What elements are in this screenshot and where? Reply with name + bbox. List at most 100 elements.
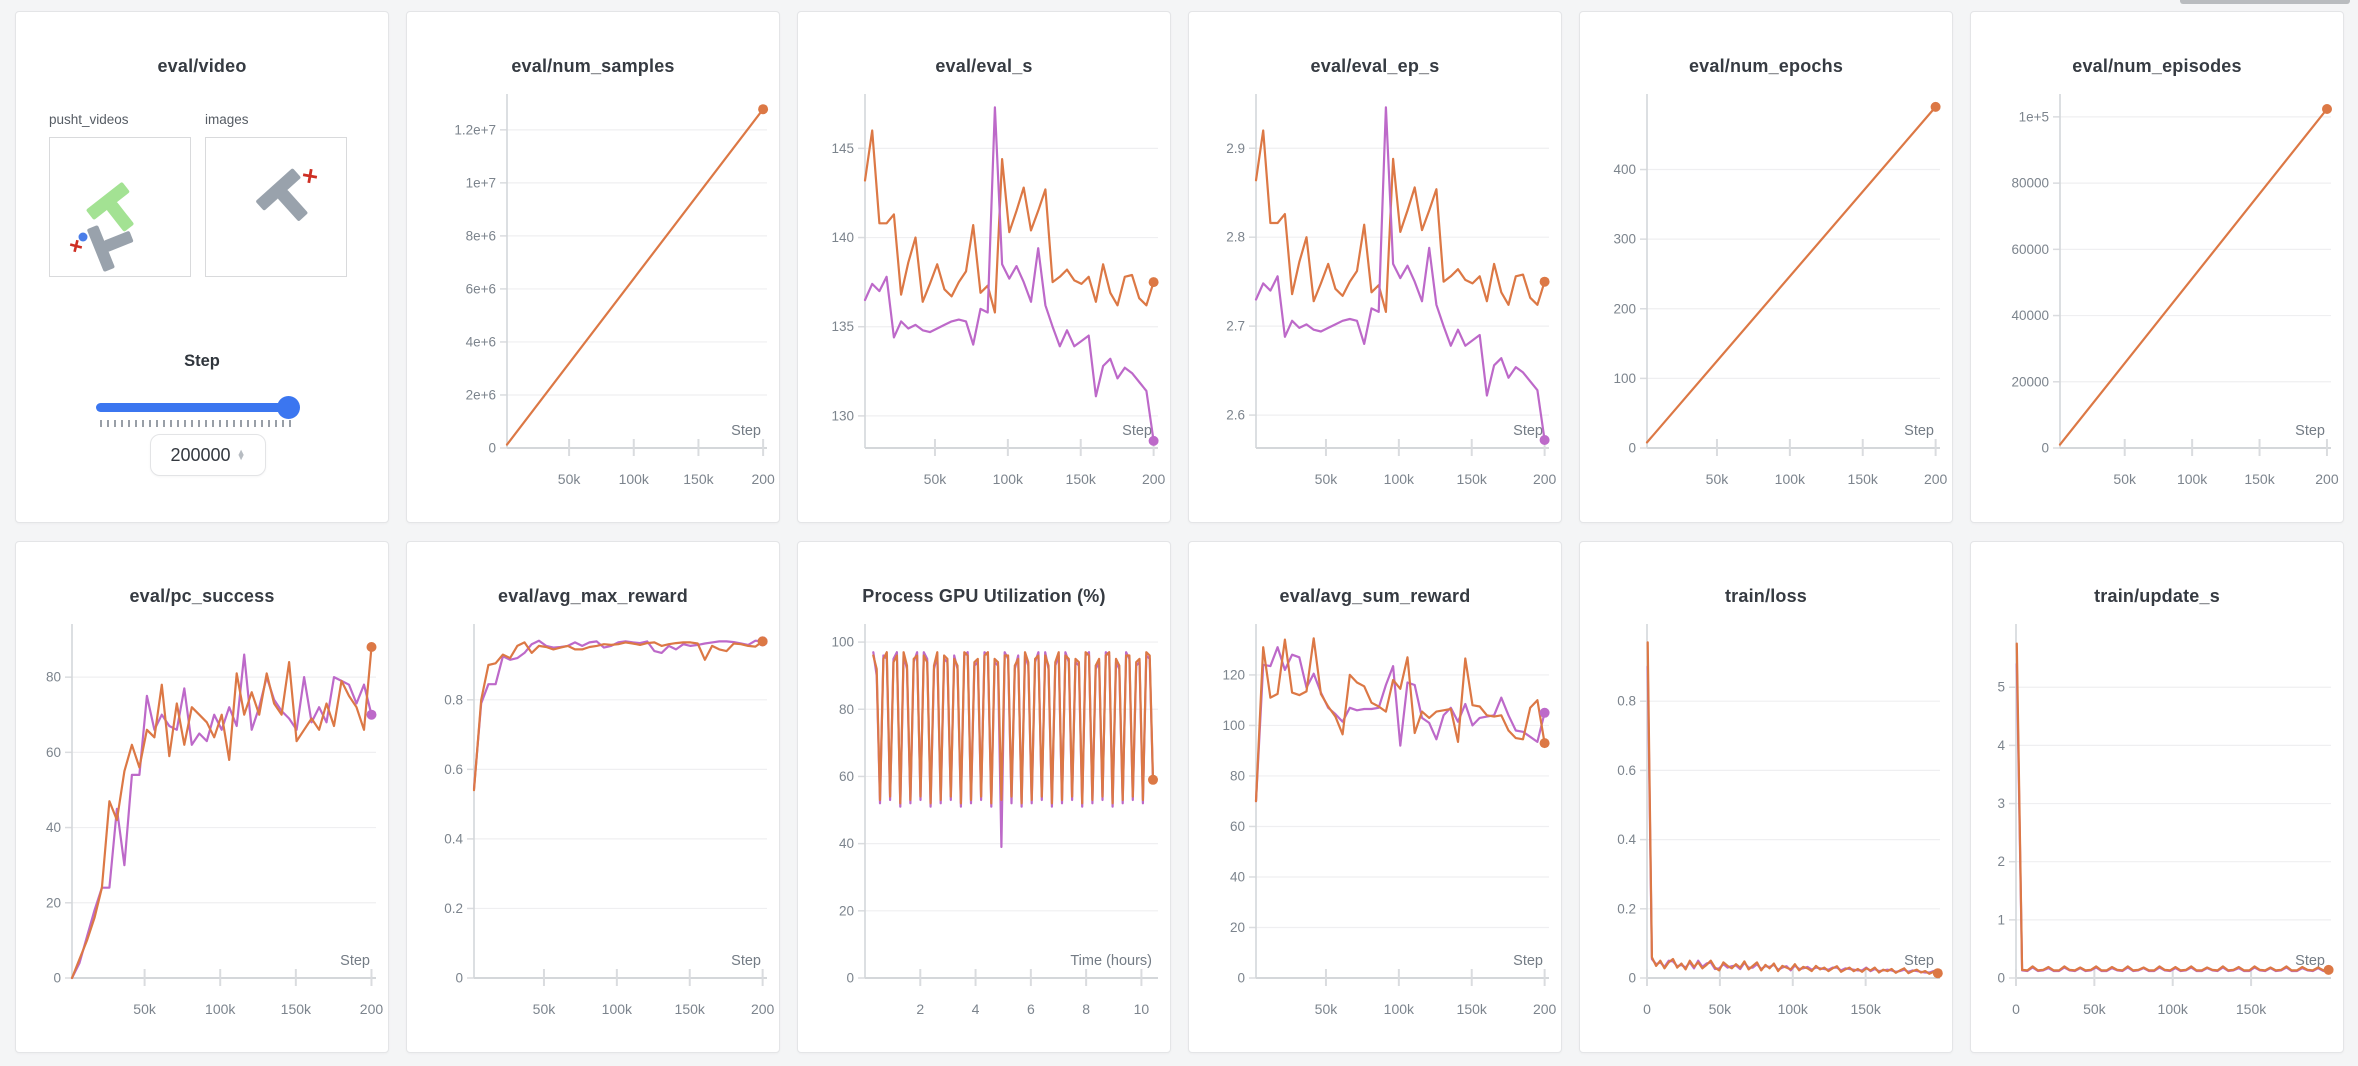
panel-train-update-s: train/update_s 0 1 2 3 4 5 0 50k 100k 150k Step [1970, 541, 2344, 1053]
svg-text:4e+6: 4e+6 [466, 334, 496, 349]
step-slider-label: Step [184, 352, 220, 370]
chart-title: Process GPU Utilization (%) [862, 586, 1106, 606]
svg-text:0: 0 [1643, 1001, 1651, 1017]
svg-text:Step: Step [731, 423, 761, 439]
svg-text:0.4: 0.4 [444, 831, 463, 846]
svg-text:150k: 150k [683, 471, 714, 487]
train-update-s-chart[interactable]: 0 1 2 3 4 5 0 50k 100k 150k Step [1971, 612, 2344, 1048]
panel-eval-num-episodes: eval/num_episodes 0 20000 40000 60000 80000 1… [1970, 11, 2344, 523]
svg-text:0: 0 [1628, 971, 1636, 986]
panel-eval-num-samples: eval/num_samples 0 2e+6 4e+6 6e+6 8e+6 1e+7 1.… [406, 11, 780, 523]
svg-text:150k: 150k [675, 1001, 706, 1017]
svg-text:0.8: 0.8 [1617, 694, 1636, 709]
svg-text:50k: 50k [2113, 471, 2137, 487]
train-loss-chart[interactable]: 0 0.2 0.4 0.6 0.8 0 50k 100k 150k Step [1580, 612, 1953, 1048]
svg-text:150k: 150k [1848, 471, 1879, 487]
svg-text:0: 0 [2041, 441, 2049, 456]
svg-text:150k: 150k [1457, 1001, 1488, 1017]
svg-text:50k: 50k [2083, 1001, 2107, 1017]
gpu-utilization-chart[interactable]: 0 20 40 60 80 100 2 4 6 8 10 Time (hours) [798, 612, 1171, 1048]
eval-avg-max-reward-chart[interactable]: 0 0.2 0.4 0.6 0.8 50k 100k 150k 200 Step [407, 612, 780, 1048]
svg-text:200: 200 [1533, 1001, 1557, 1017]
step-slider-track[interactable] [96, 403, 299, 412]
svg-text:40: 40 [46, 820, 61, 835]
horizontal-scrollbar[interactable] [2180, 0, 2350, 4]
svg-text:150k: 150k [1850, 1001, 1881, 1017]
eval-avg-sum-reward-chart[interactable]: 0 20 40 60 80 100 120 50k 100k 150k 200 Step [1189, 612, 1562, 1048]
svg-text:150k: 150k [2244, 471, 2275, 487]
svg-text:0.4: 0.4 [1617, 832, 1636, 847]
svg-text:Step: Step [731, 953, 761, 969]
pusht-scene-drawing [69, 182, 134, 272]
svg-text:0: 0 [1997, 971, 2005, 986]
svg-text:Step: Step [1904, 953, 1934, 969]
svg-text:20000: 20000 [2011, 374, 2049, 389]
svg-text:100k: 100k [2177, 471, 2208, 487]
panel-eval-eval-s: eval/eval_s 130 135 140 145 50k 100k 150k 200 St… [797, 11, 1171, 523]
svg-text:4: 4 [972, 1001, 980, 1017]
chart-title: eval/avg_sum_reward [1279, 586, 1471, 606]
eval-eval-s-chart[interactable]: 130 135 140 145 50k 100k 150k 200 Step [798, 82, 1171, 518]
svg-text:120: 120 [1222, 667, 1245, 682]
chart-title: eval/avg_max_reward [498, 586, 688, 606]
svg-text:20: 20 [839, 903, 854, 918]
svg-text:60: 60 [1230, 819, 1245, 834]
spinner-up-icon[interactable]: ▲ [236, 447, 246, 457]
svg-text:2.8: 2.8 [1226, 230, 1245, 245]
step-slider-thumb[interactable] [277, 396, 300, 419]
svg-text:2: 2 [916, 1001, 924, 1017]
svg-text:Step: Step [2295, 423, 2325, 439]
chart-title: eval/pc_success [129, 586, 275, 606]
svg-text:100k: 100k [205, 1001, 236, 1017]
svg-text:8: 8 [1082, 1001, 1090, 1017]
svg-text:2: 2 [1997, 854, 2005, 869]
svg-text:0.2: 0.2 [1617, 901, 1636, 916]
svg-text:100k: 100k [2158, 1001, 2189, 1017]
svg-text:60000: 60000 [2011, 242, 2049, 257]
svg-text:50k: 50k [1709, 1001, 1733, 1017]
svg-text:Step: Step [1904, 423, 1934, 439]
svg-text:150k: 150k [1457, 471, 1488, 487]
spinner-down-icon[interactable]: ▼ [236, 452, 246, 462]
chart-title: eval/eval_ep_s [1310, 56, 1440, 76]
svg-text:1: 1 [1997, 912, 2005, 927]
svg-text:0: 0 [488, 441, 496, 456]
eval-pc-success-chart[interactable]: 0 20 40 60 80 50k 100k 150k 200 Step [16, 612, 389, 1048]
image-thumbnail[interactable] [205, 137, 347, 277]
goal-cross [302, 168, 318, 184]
eval-num-samples-chart[interactable]: 0 2e+6 4e+6 6e+6 8e+6 1e+7 1.2e+7 50k 100k 150k 20… [407, 82, 780, 518]
svg-text:0: 0 [53, 971, 61, 986]
media-group-label: pusht_videos [49, 112, 129, 127]
step-input[interactable]: 200000 ▲ ▼ [150, 434, 266, 476]
svg-text:8e+6: 8e+6 [466, 228, 496, 243]
svg-text:100k: 100k [602, 1001, 633, 1017]
svg-text:150k: 150k [281, 1001, 312, 1017]
svg-text:Time (hours): Time (hours) [1070, 953, 1152, 969]
image-scene-drawing [256, 168, 318, 221]
svg-text:5: 5 [1997, 680, 2005, 695]
svg-text:100k: 100k [993, 471, 1024, 487]
svg-text:100k: 100k [1778, 1001, 1809, 1017]
svg-text:1.2e+7: 1.2e+7 [454, 122, 496, 137]
svg-text:0.8: 0.8 [444, 692, 463, 707]
svg-text:100k: 100k [619, 471, 650, 487]
svg-text:100: 100 [1613, 371, 1636, 386]
panel-train-loss: train/loss 0 0.2 0.4 0.6 0.8 0 50k 100k 150k Step [1579, 541, 1953, 1053]
eval-num-epochs-chart[interactable]: 0 100 200 300 400 50k 100k 150k 200 Step [1580, 82, 1953, 518]
svg-text:100: 100 [831, 635, 854, 650]
panel-eval-num-epochs: eval/num_epochs 0 100 200 300 400 50k 100k 150k… [1579, 11, 1953, 523]
panel-eval-eval-ep-s: eval/eval_ep_s 2.6 2.7 2.8 2.9 50k 100k 150k 20… [1188, 11, 1562, 523]
step-input-value[interactable]: 200000 [170, 444, 231, 465]
eval-num-episodes-chart[interactable]: 0 20000 40000 60000 80000 1e+5 50k 100k 150k 200 S… [1971, 82, 2344, 518]
eval-eval-ep-s-chart[interactable]: 2.6 2.7 2.8 2.9 50k 100k 150k 200 Step [1189, 82, 1562, 518]
svg-text:400: 400 [1613, 162, 1636, 177]
panel-title: eval/video [157, 56, 247, 76]
svg-text:50k: 50k [558, 471, 582, 487]
svg-text:2.6: 2.6 [1226, 408, 1245, 423]
svg-text:40: 40 [1230, 869, 1245, 884]
panel-eval-pc-success: eval/pc_success 0 20 40 60 80 50k 100k 150k 200 S… [15, 541, 389, 1053]
svg-text:0: 0 [1237, 971, 1245, 986]
svg-text:40000: 40000 [2011, 308, 2049, 323]
pusht-video-thumbnail[interactable] [49, 137, 191, 277]
